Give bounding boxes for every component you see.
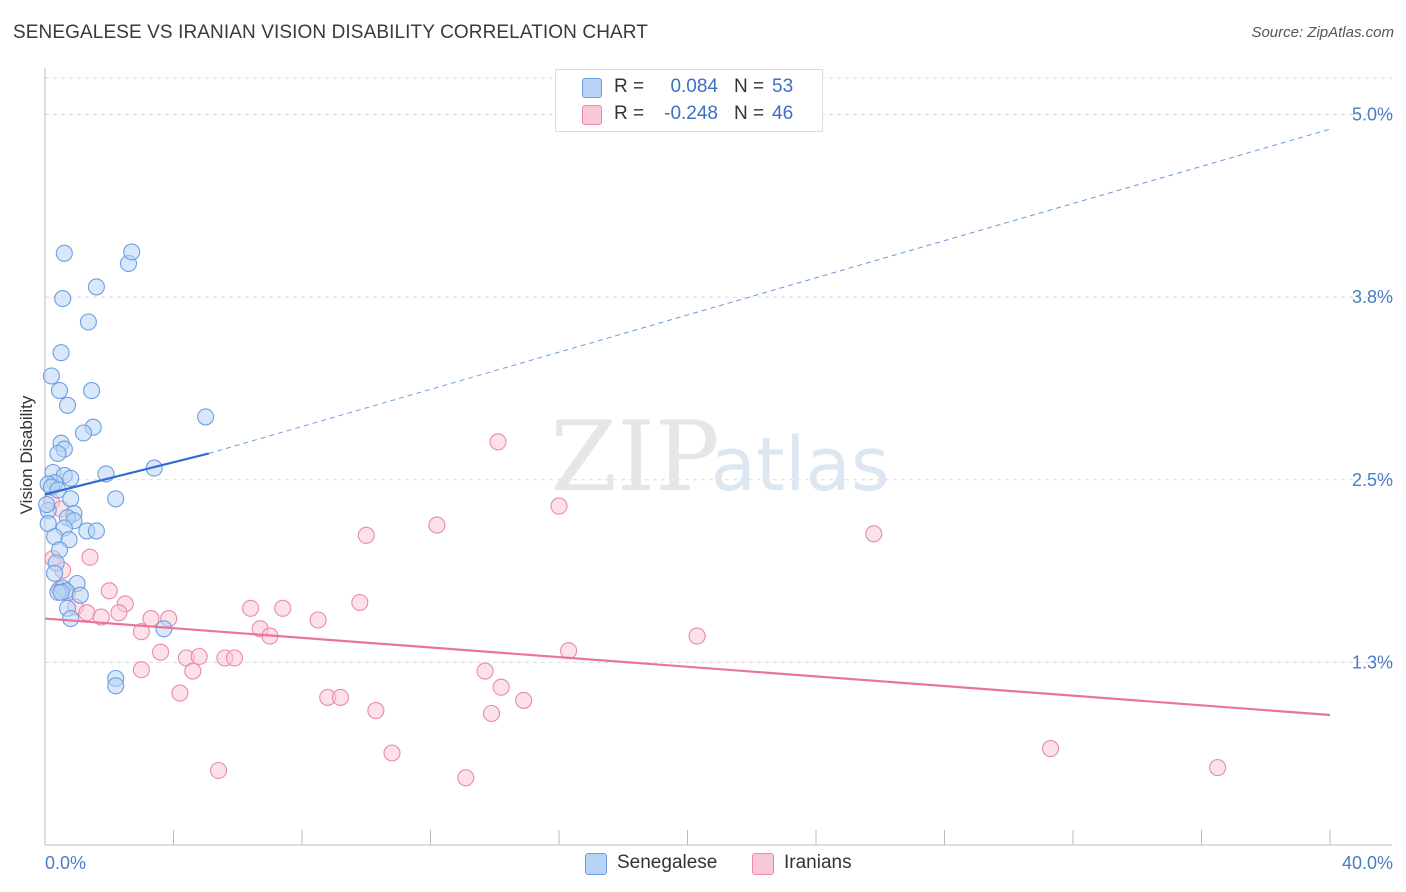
iranians-point (78, 604, 96, 622)
legend-n-label: N = (734, 76, 765, 97)
axes (44, 68, 1392, 846)
chart-title: SENEGALESE VS IRANIAN VISION DISABILITY … (13, 22, 648, 43)
y-tick-label: 1.3% (1352, 652, 1393, 672)
y-axis-label: Vision Disability (17, 395, 36, 514)
iranians-point (457, 769, 475, 787)
legend-n-value: 53 (772, 76, 794, 97)
senegalese-trend-line (44, 452, 210, 496)
legend-swatch-pink (582, 105, 602, 125)
iranians-point (492, 678, 510, 696)
tick-labels: 1.3% 2.5% 3.8% 5.0% 0.0% 40.0% (45, 105, 1393, 873)
iranians-point (225, 649, 244, 667)
senegalese-point (74, 424, 93, 442)
y-tick-label: 5.0% (1352, 105, 1393, 125)
senegalese-point (83, 382, 101, 400)
legend-r-value: 0.084 (670, 76, 718, 97)
senegalese-point (55, 244, 73, 262)
senegalese-point (58, 396, 77, 414)
iranians-point (152, 643, 170, 661)
y-tick-label: 2.5% (1352, 470, 1393, 490)
y-tick-label: 3.8% (1352, 287, 1393, 307)
iranians-point (81, 548, 99, 566)
iranians-point (132, 661, 150, 679)
iranians-point (100, 582, 118, 600)
legend-label-iranians: Iranians (784, 852, 852, 873)
iranians-point (209, 761, 228, 780)
legend-swatch-blue (582, 78, 602, 98)
senegalese-point (71, 586, 89, 604)
x-tick-label: 0.0% (45, 853, 86, 873)
gridlines (45, 77, 1392, 663)
watermark-atlas: atlas (711, 422, 890, 508)
iranians-point (383, 744, 401, 762)
iranians-point (309, 611, 327, 629)
legend-swatch-iranians (752, 853, 774, 875)
legend-swatch-senegalese (585, 853, 607, 875)
x-tick-label: 40.0% (1342, 853, 1393, 873)
senegalese-point (79, 313, 97, 331)
iranians-point (92, 608, 110, 626)
iranians-point (865, 525, 883, 543)
senegalese-trend-extension (208, 128, 1331, 454)
senegalese-point (50, 382, 69, 400)
senegalese-point (38, 496, 56, 514)
iranians-point (274, 599, 292, 617)
senegalese-point (62, 469, 80, 487)
senegalese-point (123, 243, 141, 261)
senegalese-point (107, 490, 125, 508)
iranians-point (482, 704, 501, 723)
senegalese-point (46, 564, 64, 582)
senegalese-point (52, 344, 70, 362)
iranians-point (190, 647, 208, 666)
correlation-legend: R = 0.084 N = 53 R = -0.248 N = 46 (555, 69, 823, 132)
senegalese-point (62, 610, 80, 628)
senegalese-point (62, 490, 80, 508)
legend-label-senegalese: Senegalese (617, 852, 718, 873)
iranians-point (331, 688, 350, 706)
iranians-point (184, 662, 202, 680)
senegalese-point (107, 677, 125, 695)
senegalese-point (49, 444, 67, 463)
watermark-zip: ZIP (550, 401, 719, 513)
iranians-point (367, 702, 385, 720)
iranians-point (550, 497, 568, 515)
iranians-point (515, 691, 533, 709)
senegalese-point (87, 522, 105, 540)
iranians-point (171, 684, 189, 702)
iranians-point (242, 599, 260, 617)
iranians-point (688, 627, 706, 645)
iranians-point (560, 642, 578, 660)
senegalese-point (87, 278, 105, 296)
iranians-point (110, 604, 128, 622)
iranians-point (132, 623, 150, 641)
senegalese-point (54, 290, 72, 308)
trend-lines (44, 128, 1331, 717)
iranians-point (428, 516, 446, 534)
legend-r-label: R = (614, 76, 645, 97)
iranians-point (357, 526, 375, 544)
source-credit: Source: ZipAtlas.com (1251, 24, 1394, 41)
senegalese-point (197, 408, 215, 426)
iranians-point (489, 433, 507, 451)
iranians-point (1209, 759, 1227, 777)
iranians-trend-line (44, 617, 1331, 717)
senegalese-points (38, 243, 215, 695)
senegalese-point (52, 583, 70, 601)
legend-n-label: N = (734, 103, 765, 124)
legend-n-value: 46 (772, 103, 794, 124)
legend-r-label: R = (614, 103, 645, 124)
iranians-point (476, 662, 494, 680)
senegalese-point (42, 367, 60, 385)
iranians-point (1041, 740, 1060, 758)
watermark: ZIP atlas (550, 401, 889, 513)
legend-r-value: -0.248 (664, 103, 718, 124)
iranians-point (351, 593, 369, 612)
